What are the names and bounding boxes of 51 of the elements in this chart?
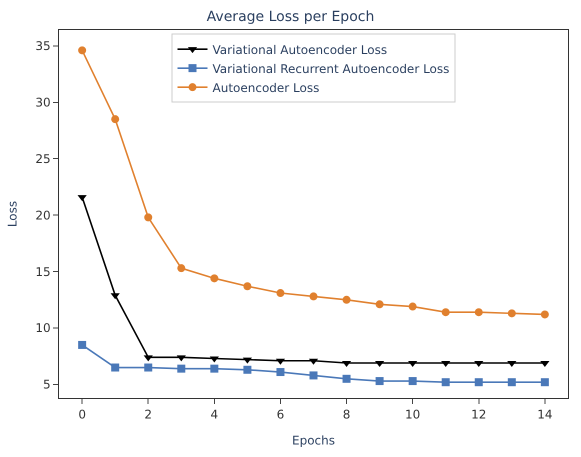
point — [376, 377, 384, 386]
x-tick-label: 0 — [78, 407, 86, 422]
point — [310, 371, 318, 380]
x-tick-label: 8 — [342, 407, 350, 422]
y-tick-label: 15 — [35, 264, 51, 279]
point — [474, 378, 483, 386]
point — [276, 368, 284, 376]
x-tick-label: 6 — [276, 407, 284, 422]
y-tick-label: 30 — [35, 95, 51, 110]
point — [310, 292, 318, 300]
point — [111, 115, 120, 124]
point — [144, 213, 152, 222]
point — [508, 309, 516, 318]
point — [210, 274, 218, 282]
x-tick-label: 10 — [405, 407, 420, 422]
point — [540, 310, 549, 318]
x-tick-label: 2 — [144, 407, 152, 422]
point — [78, 46, 86, 54]
point — [342, 296, 351, 304]
point — [243, 366, 252, 374]
x-tick-label: 14 — [537, 407, 552, 422]
point — [144, 364, 152, 372]
x-axis-title: Epochs — [292, 433, 335, 448]
point — [376, 300, 384, 308]
point — [474, 308, 483, 316]
legend-label: Variational Recurrent Autoencoder Loss — [212, 62, 450, 76]
y-axis-title: Loss — [6, 200, 20, 228]
y-tick-label: 5 — [42, 378, 51, 392]
point — [78, 340, 86, 349]
point — [442, 378, 450, 386]
point — [508, 378, 516, 386]
y-tick-label: 10 — [35, 321, 51, 336]
point — [177, 264, 186, 272]
point — [276, 289, 284, 298]
y-tick-label: 35 — [35, 39, 51, 53]
point — [342, 374, 351, 383]
point — [210, 364, 218, 373]
point — [177, 364, 186, 373]
x-tick-label: 4 — [210, 407, 218, 422]
x-tick-label: 12 — [471, 407, 486, 422]
point — [442, 308, 450, 316]
point — [408, 302, 417, 311]
legend-label: Autoencoder Loss — [212, 80, 320, 95]
point — [408, 377, 417, 386]
y-tick-label: 20 — [35, 208, 51, 222]
legend-label: Variational Autoencoder Loss — [212, 42, 388, 57]
point — [540, 378, 549, 386]
y-tick-label: 25 — [35, 152, 51, 166]
point — [111, 364, 120, 372]
point — [243, 282, 252, 290]
chart-title: Average Loss per Epoch — [206, 9, 374, 26]
